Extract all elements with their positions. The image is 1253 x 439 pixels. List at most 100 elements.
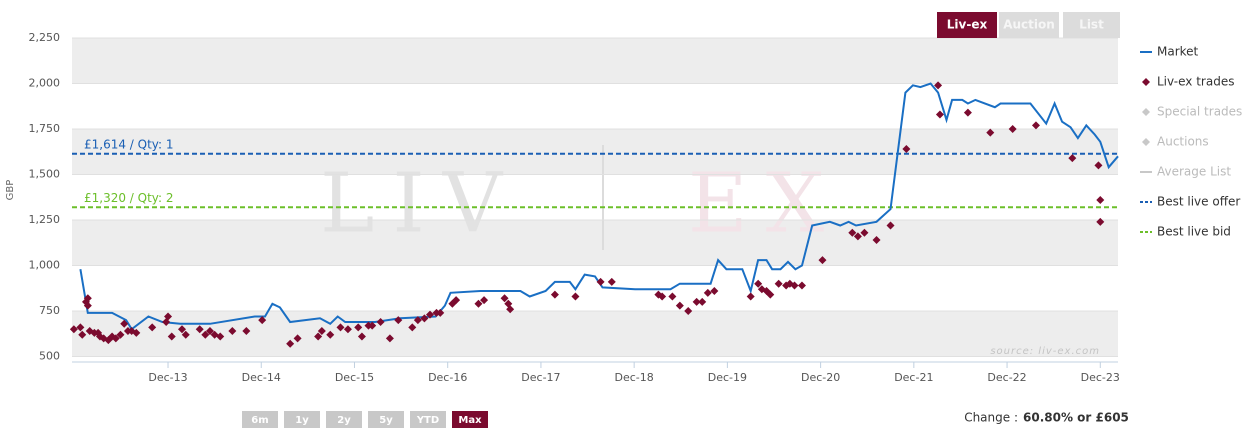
range-button[interactable] xyxy=(326,411,362,428)
trade-point xyxy=(376,317,385,326)
x-tick-label: Dec-15 xyxy=(335,371,374,384)
reference-label: £1,614 / Qty: 1 xyxy=(84,137,174,151)
trade-point xyxy=(1096,217,1105,226)
range-button[interactable] xyxy=(242,411,278,428)
trade-point xyxy=(797,281,806,290)
range-label[interactable]: 5y xyxy=(379,415,393,426)
trade-point xyxy=(1096,196,1105,204)
tab-label[interactable]: Auction xyxy=(1003,18,1055,32)
trade-point xyxy=(853,232,862,241)
y-tick-label: 500 xyxy=(39,350,60,363)
range-button[interactable] xyxy=(368,411,404,428)
legend-label[interactable]: Best live bid xyxy=(1157,225,1231,239)
y-tick-label: 2,250 xyxy=(29,31,61,44)
tab[interactable] xyxy=(999,12,1059,38)
range-button[interactable] xyxy=(284,411,320,428)
trade-point xyxy=(790,281,799,290)
plot-band xyxy=(72,129,1118,175)
change-label: Change : xyxy=(964,411,1018,425)
range-button[interactable] xyxy=(452,411,488,428)
legend-symbol xyxy=(1142,108,1150,116)
legend-label[interactable]: Average List xyxy=(1157,165,1231,179)
tab[interactable] xyxy=(937,12,997,38)
x-tick-label: Dec-23 xyxy=(1081,371,1120,384)
trade-point xyxy=(178,325,187,334)
trade-point xyxy=(886,221,895,230)
trade-point xyxy=(935,110,944,119)
trade-point xyxy=(986,128,995,137)
trade-point xyxy=(902,145,911,154)
trade-point xyxy=(607,277,616,286)
y-tick-label: 1,750 xyxy=(29,122,61,135)
trade-point xyxy=(357,332,366,341)
trade-point xyxy=(69,325,78,334)
trade-point xyxy=(934,81,943,90)
x-tick-label: Dec-21 xyxy=(894,371,933,384)
legend-label[interactable]: Best live offer xyxy=(1157,195,1240,209)
trade-point xyxy=(167,332,176,341)
trade-point xyxy=(860,228,869,237)
trade-point xyxy=(658,292,667,301)
watermark: EX xyxy=(688,157,842,252)
trade-point xyxy=(1094,161,1103,170)
trade-point xyxy=(754,279,763,288)
reference-label: £1,320 / Qty: 2 xyxy=(84,191,174,205)
legend-label[interactable]: Auctions xyxy=(1157,135,1209,149)
trade-point xyxy=(111,334,120,343)
trade-point xyxy=(746,292,755,301)
plot-band xyxy=(72,38,1118,84)
trade-point xyxy=(385,334,394,343)
y-tick-label: 1,000 xyxy=(29,259,61,272)
trade-point xyxy=(286,339,295,348)
trade-point xyxy=(83,301,92,310)
trade-point xyxy=(684,307,693,316)
trade-point xyxy=(550,290,559,299)
legend-label[interactable]: Liv-ex trades xyxy=(1157,75,1234,89)
source-note: source: liv-ex.com xyxy=(990,346,1100,357)
x-tick-label: Dec-13 xyxy=(148,371,187,384)
trade-point xyxy=(698,297,707,306)
range-label[interactable]: 1y xyxy=(295,415,309,426)
trade-point xyxy=(293,334,302,343)
y-axis-label: GBP xyxy=(5,180,16,201)
tab[interactable] xyxy=(1063,12,1120,38)
trade-point xyxy=(408,323,417,332)
trade-point xyxy=(354,323,363,332)
trade-point xyxy=(675,301,684,310)
trade-point xyxy=(326,330,335,339)
trade-point xyxy=(343,325,352,334)
y-tick-label: 750 xyxy=(39,304,60,317)
trade-point xyxy=(420,314,429,323)
trade-point xyxy=(317,327,326,336)
legend-label[interactable]: Market xyxy=(1157,45,1199,59)
trade-point xyxy=(703,288,712,297)
trade-point xyxy=(480,296,489,305)
range-label[interactable]: Max xyxy=(458,415,482,426)
trade-point xyxy=(120,319,129,328)
trade-point xyxy=(205,327,214,336)
tab-label[interactable]: List xyxy=(1079,18,1104,32)
y-tick-label: 1,500 xyxy=(29,168,61,181)
trade-point xyxy=(436,308,445,317)
trade-point xyxy=(872,236,881,245)
range-label[interactable]: 2y xyxy=(337,415,351,426)
range-label[interactable]: YTD xyxy=(416,415,439,426)
trade-point xyxy=(148,323,157,332)
trade-point xyxy=(425,310,434,319)
trade-point xyxy=(500,294,509,303)
trade-point xyxy=(596,277,605,286)
range-button[interactable] xyxy=(410,411,446,428)
trade-point xyxy=(195,325,204,334)
trade-point xyxy=(394,316,403,325)
trade-point xyxy=(774,279,783,288)
trade-point xyxy=(413,316,422,325)
trade-point xyxy=(83,294,92,303)
trade-point xyxy=(848,228,857,237)
trade-point xyxy=(336,323,345,332)
range-label[interactable]: 6m xyxy=(251,415,268,426)
tab-label[interactable]: Liv-ex xyxy=(947,18,988,32)
legend-label[interactable]: Special trades xyxy=(1157,105,1242,119)
trade-point xyxy=(474,299,483,308)
change-value: 60.80% or £605 xyxy=(1023,411,1129,425)
x-tick-label: Dec-20 xyxy=(801,371,840,384)
